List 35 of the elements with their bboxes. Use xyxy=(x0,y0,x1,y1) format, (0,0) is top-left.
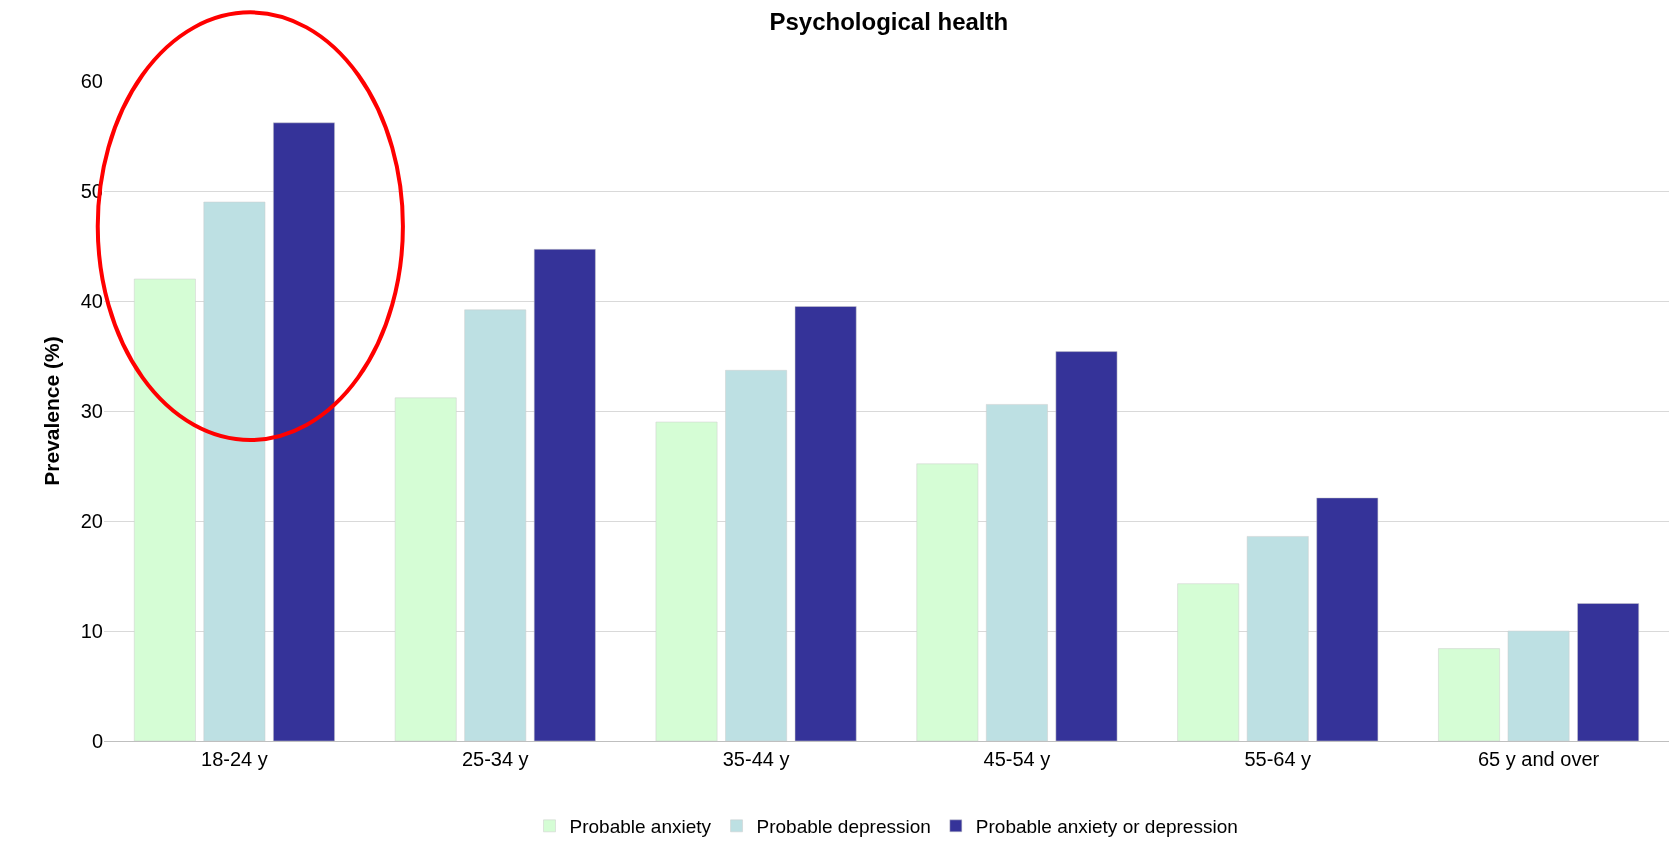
y-tick-label: 60 xyxy=(80,70,103,92)
bar xyxy=(203,201,266,741)
x-tick-label: 25-34 y xyxy=(461,748,529,770)
x-tick-label: 45-54 y xyxy=(983,748,1051,770)
bar xyxy=(1246,536,1309,741)
bar xyxy=(464,309,527,741)
bar xyxy=(794,306,857,741)
x-tick-label: 18-24 y xyxy=(201,748,268,770)
chart-title: Psychological health xyxy=(769,7,1009,35)
y-tick-label: 0 xyxy=(91,730,103,752)
bar xyxy=(1507,630,1570,741)
y-tick-label: 30 xyxy=(80,400,103,422)
bar xyxy=(655,421,718,741)
y-tick-label: 40 xyxy=(80,290,103,312)
y-axis-title: Prevalence (%) xyxy=(39,336,63,486)
bar xyxy=(273,122,335,741)
bar xyxy=(986,404,1048,741)
x-tick-label: 35-44 y xyxy=(722,748,790,770)
bar xyxy=(533,249,596,741)
x-tick-label: 55-64 y xyxy=(1244,748,1312,770)
bar xyxy=(725,370,787,741)
legend-label: Probable anxiety or depression xyxy=(975,816,1238,838)
bar xyxy=(916,463,979,741)
bar xyxy=(134,278,196,741)
y-tick-label: 20 xyxy=(80,510,103,532)
x-tick-label: 65 y and over xyxy=(1477,748,1600,770)
bar xyxy=(1055,351,1118,741)
y-tick-label: 10 xyxy=(80,620,103,642)
legend-label: Probable depression xyxy=(756,816,931,838)
bar xyxy=(1577,603,1639,741)
bar xyxy=(1316,497,1379,741)
bar xyxy=(1177,583,1240,741)
bar xyxy=(394,397,457,741)
bar xyxy=(1438,648,1500,741)
legend-label: Probable anxiety xyxy=(569,816,712,838)
